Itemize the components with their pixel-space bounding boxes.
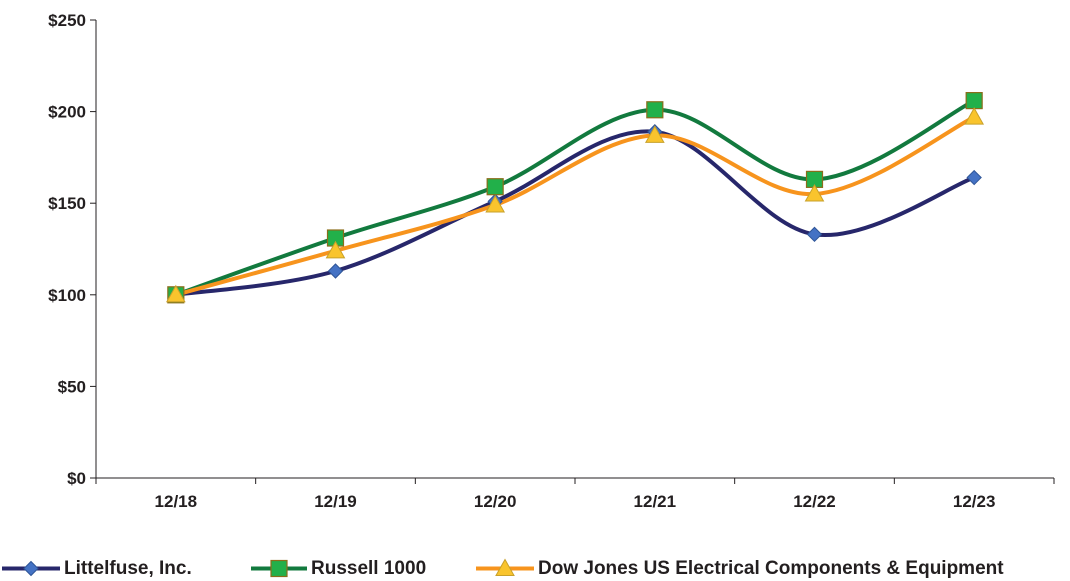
legend-item-russell-1000: Russell 1000: [249, 556, 426, 581]
data-point: [804, 184, 825, 202]
legend-marker: [495, 558, 515, 576]
line-chart: $0$50$100$150$200$250 12/18 12/19 12/20 12/…: [48, 11, 1055, 511]
y-tick-label: $100: [48, 286, 86, 305]
chart-axes: [90, 19, 1055, 484]
series-lines: [173, 98, 977, 297]
data-point: [646, 101, 664, 119]
data-point: [485, 195, 506, 213]
legend-label: Dow Jones US Electrical Components & Equ…: [538, 557, 1004, 579]
legend-marker: [270, 559, 288, 578]
y-tick-label: $250: [48, 11, 86, 30]
x-tick-label: 12/23: [953, 492, 996, 511]
y-tick-label: $50: [58, 377, 86, 396]
legend-marker: [23, 560, 39, 577]
series-line: [173, 129, 977, 297]
y-tick-labels: $0 $50 $100 $150 $200 $250: [48, 11, 86, 488]
x-tick-label: 12/18: [155, 492, 198, 511]
y-tick-label: $0: [67, 469, 86, 488]
legend-label: Littelfuse, Inc.: [64, 557, 192, 579]
series-line: [173, 115, 977, 297]
data-point: [965, 92, 983, 110]
series-markers: [165, 92, 985, 304]
legend-swatch-diamond-icon: [2, 560, 60, 577]
data-point: [165, 284, 186, 303]
series-line: [173, 98, 977, 297]
x-tick-label: 12/22: [793, 492, 836, 511]
data-point: [644, 125, 665, 143]
legend-label: Russell 1000: [311, 557, 427, 579]
data-point: [806, 226, 823, 243]
legend-swatch-square-icon: [251, 559, 307, 578]
data-point: [964, 107, 985, 125]
x-tick-label: 12/19: [314, 492, 357, 511]
y-tick-label: $150: [48, 194, 86, 213]
data-point: [966, 169, 982, 186]
data-point: [486, 178, 504, 196]
x-tick-label: 12/21: [634, 492, 677, 511]
legend-swatch-triangle-icon: [476, 558, 534, 576]
y-tick-label: $200: [48, 103, 86, 122]
x-tick-labels: 12/18 12/19 12/20 12/21 12/22 12/23: [155, 492, 996, 511]
x-tick-label: 12/20: [474, 492, 517, 511]
chart-legend: Littelfuse, Inc. Russell 1000 Dow Jones …: [0, 556, 1070, 581]
data-point: [325, 240, 346, 259]
data-point: [327, 263, 344, 279]
legend-item-littelfuse: Littelfuse, Inc.: [0, 556, 192, 581]
legend-item-dow-jones: Dow Jones US Electrical Components & Equ…: [474, 556, 1004, 581]
